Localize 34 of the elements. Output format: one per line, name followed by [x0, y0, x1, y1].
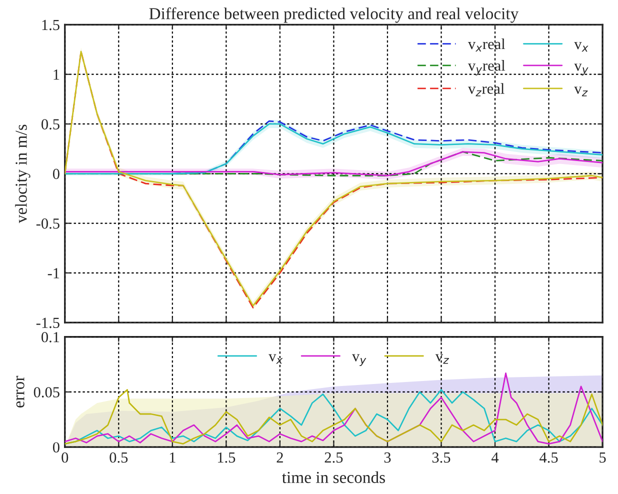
y-tick-label: 1: [54, 70, 60, 80]
y-tick-label: -1: [48, 268, 60, 278]
legend-label: v$_{z}$: [435, 354, 449, 364]
x-tick-label: 1: [170, 452, 176, 463]
legend-label: v$_{z}$real: [468, 83, 504, 96]
legend-label: v$_{y}$real: [468, 60, 506, 76]
x-tick-label: 3.5: [432, 452, 450, 463]
y-axis-title: velocity in m/s: [15, 124, 30, 224]
y-tick-label: 0.5: [42, 119, 60, 130]
y-tick-label: -1.5: [36, 318, 60, 328]
x-axis-title: time in seconds: [282, 471, 385, 484]
legend-label: v$_{x}$real: [468, 38, 506, 52]
x-tick-label: 1.5: [218, 452, 236, 463]
x-tick-label: 4.5: [540, 452, 558, 463]
y-tick-label: -0.5: [36, 218, 60, 229]
y-axis-title: error: [16, 376, 24, 408]
x-tick-label: 3: [384, 452, 391, 463]
x-tick-label: 4: [491, 452, 499, 463]
y-tick-label: 0.1: [42, 332, 60, 342]
x-tick-label: 0: [62, 452, 68, 463]
legend-label: v$_{y}$: [352, 354, 366, 366]
legend-label: v$_{x}$: [574, 42, 588, 52]
y-tick-label: 0: [52, 442, 60, 453]
legend-label: v$_{y}$: [574, 64, 588, 76]
chart-title: Difference between predicted velocity and real velocity: [149, 7, 519, 23]
y-tick-label: 0: [52, 168, 60, 180]
x-tick-label: 0.5: [110, 452, 128, 463]
y-tick-label: 0.05: [34, 387, 60, 398]
x-tick-label: 5: [600, 452, 606, 463]
x-tick-label: 2.5: [324, 452, 343, 463]
legend-label: v$_{z}$: [574, 86, 588, 96]
legend-label: v$_{x}$: [268, 354, 283, 364]
y-tick-label: 1.5: [42, 20, 60, 30]
x-tick-label: 2: [276, 452, 283, 463]
